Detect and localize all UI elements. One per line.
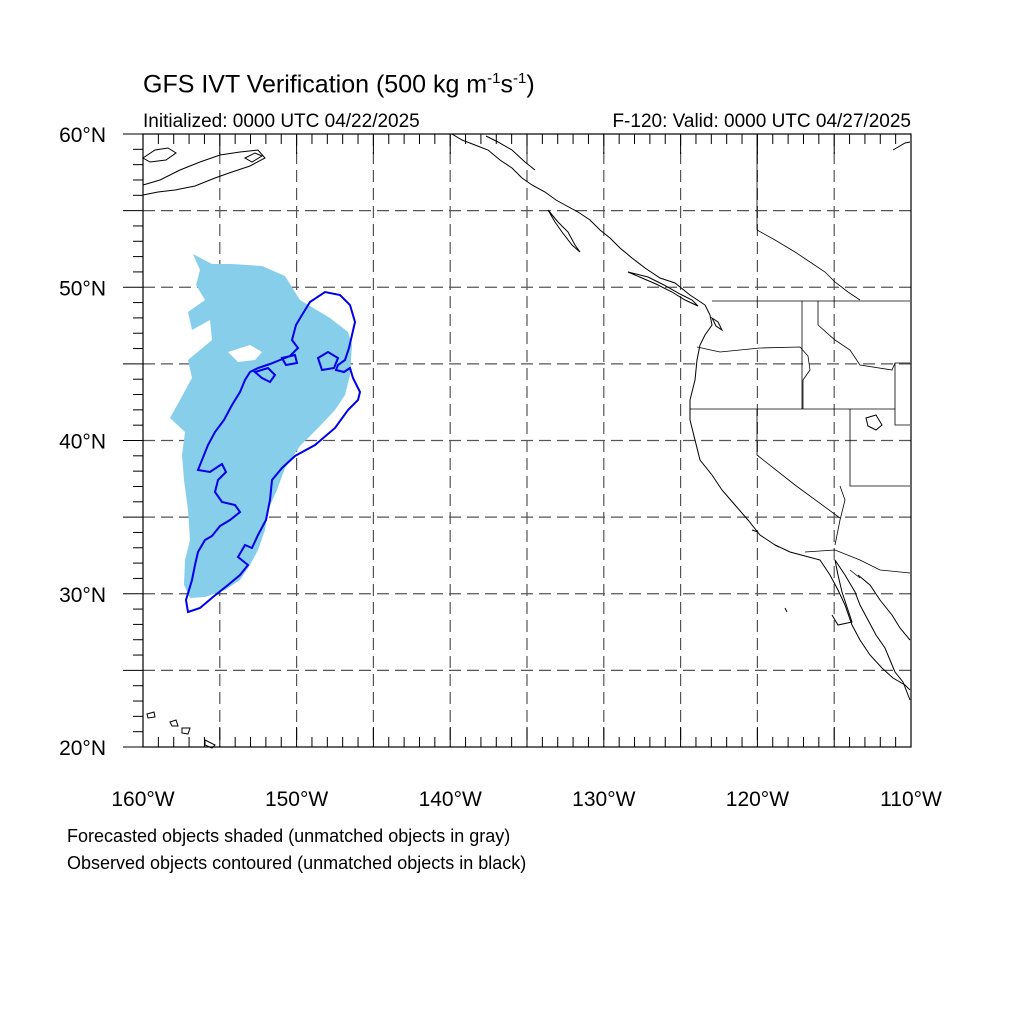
lon-tick-label: 120°W	[726, 788, 789, 811]
lon-tick-label: 150°W	[265, 788, 328, 811]
coastlines	[142, 133, 911, 749]
valid-time: F-120: Valid: 0000 UTC 04/27/2025	[612, 111, 911, 132]
lat-tick-label: 60°N	[59, 124, 106, 147]
lat-tick-label: 40°N	[59, 431, 106, 454]
lon-tick-label: 110°W	[880, 788, 942, 811]
lon-tick-label: 140°W	[419, 788, 482, 811]
lat-tick-label: 50°N	[59, 277, 106, 300]
forecast-object-shaded	[170, 254, 352, 598]
lat-tick-label: 20°N	[59, 737, 106, 760]
initialized-time: Initialized: 0000 UTC 04/22/2025	[143, 111, 420, 132]
latitude-labels: 60°N 50°N 40°N 30°N 20°N	[59, 124, 106, 760]
lon-tick-label: 130°W	[572, 788, 635, 811]
political-borders	[690, 134, 911, 579]
lat-tick-label: 30°N	[59, 584, 106, 607]
lon-tick-label: 160°W	[111, 788, 174, 811]
observed-object-contour	[184, 290, 362, 614]
longitude-labels: 160°W 150°W 140°W 130°W 120°W 110°W	[111, 788, 942, 811]
observed-caption: Observed objects contoured (unmatched ob…	[67, 853, 527, 873]
forecast-caption: Forecasted objects shaded (unmatched obj…	[67, 826, 511, 846]
axis-ticks	[123, 133, 912, 748]
chart-title: GFS IVT Verification (500 kg m-1s-1)	[143, 70, 535, 99]
